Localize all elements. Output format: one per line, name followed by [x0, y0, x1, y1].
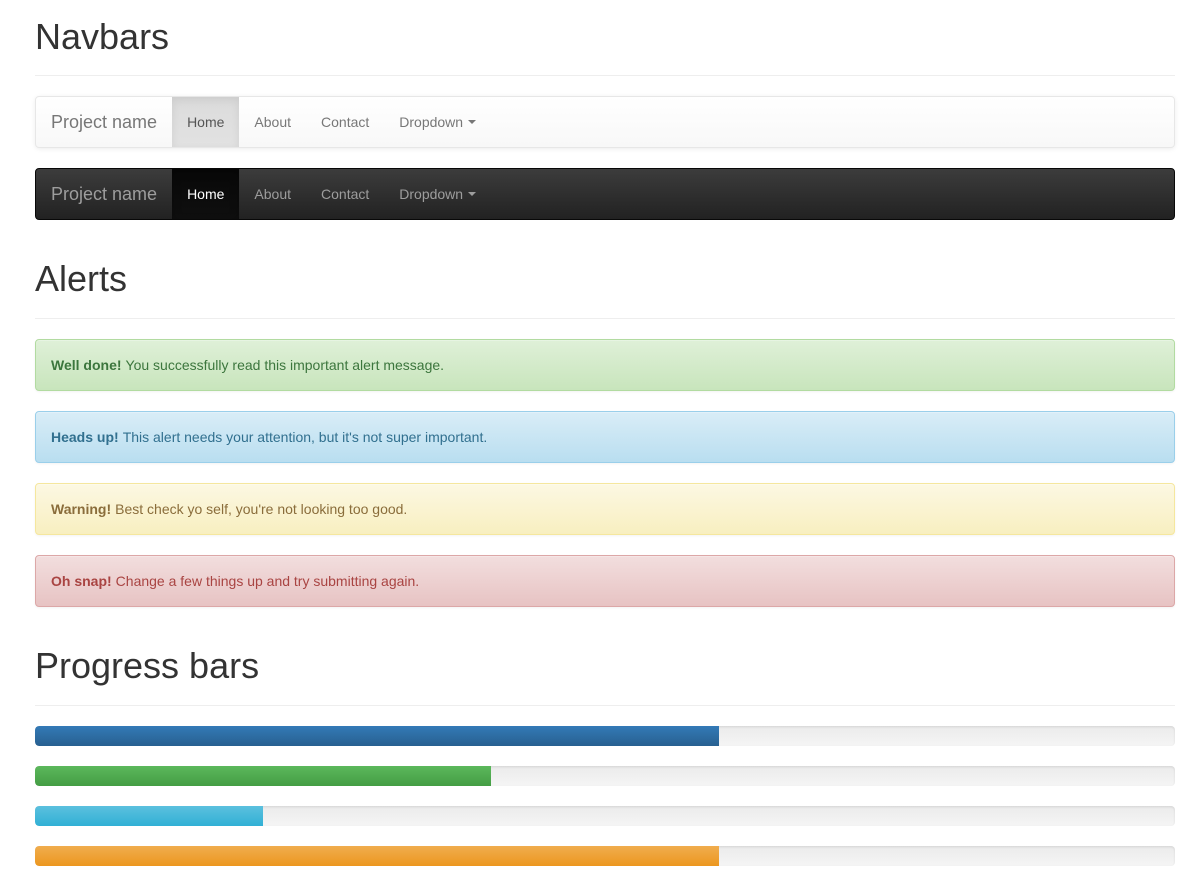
progress-bar-success [35, 766, 491, 786]
nav-label: Dropdown [399, 186, 464, 202]
nav-label: Dropdown [399, 114, 464, 130]
alert-warning: Warning! Best check yo self, you're not … [35, 483, 1175, 535]
alert-danger: Oh snap! Change a few things up and try … [35, 555, 1175, 607]
nav-label: Home [187, 114, 225, 130]
navbar-default: Project name Home About Contact Dropdown [35, 96, 1175, 148]
progress-track-primary [35, 726, 1175, 746]
navbar-inverse-item-about[interactable]: About [239, 169, 306, 219]
progress-bar-primary [35, 726, 719, 746]
alert-text: You successfully read this important ale… [125, 357, 445, 373]
nav-label: Contact [321, 114, 370, 130]
alert-text: Change a few things up and try submittin… [115, 573, 420, 589]
navbar-inverse-item-contact[interactable]: Contact [306, 169, 384, 219]
progress-header: Progress bars [35, 646, 1175, 706]
navbar-default-item-about[interactable]: About [239, 97, 306, 147]
nav-label: Home [187, 186, 225, 202]
navbar-inverse-item-home[interactable]: Home [172, 169, 240, 219]
alert-strong: Warning! [51, 501, 112, 517]
alert-text: Best check yo self, you're not looking t… [115, 501, 408, 517]
progress-bar-info [35, 806, 263, 826]
nav-label: About [254, 114, 292, 130]
progress-track-success [35, 766, 1175, 786]
progress-title: Progress bars [35, 645, 260, 686]
caret-down-icon [468, 192, 477, 196]
progress-track-warning [35, 846, 1175, 866]
alert-success: Well done! You successfully read this im… [35, 339, 1175, 391]
caret-down-icon [468, 120, 477, 124]
navbar-default-item-home[interactable]: Home [172, 97, 240, 147]
navbar-inverse-item-dropdown[interactable]: Dropdown [384, 169, 491, 219]
navbars-header: Navbars [35, 17, 1175, 76]
alerts-title: Alerts [35, 258, 128, 299]
navbar-default-item-dropdown[interactable]: Dropdown [384, 97, 491, 147]
navbar-default-brand[interactable]: Project name [51, 111, 158, 132]
navbar-inverse: Project name Home About Contact Dropdown [35, 168, 1175, 220]
nav-label: Contact [321, 186, 370, 202]
alert-info: Heads up! This alert needs your attentio… [35, 411, 1175, 463]
progress-bar-warning [35, 846, 719, 866]
alert-strong: Well done! [51, 357, 122, 373]
alerts-header: Alerts [35, 259, 1175, 319]
navbar-default-item-contact[interactable]: Contact [306, 97, 384, 147]
navbar-inverse-brand[interactable]: Project name [51, 183, 158, 204]
progress-track-info [35, 806, 1175, 826]
navbars-title: Navbars [35, 16, 170, 57]
alert-strong: Oh snap! [51, 573, 112, 589]
alert-text: This alert needs your attention, but it'… [122, 429, 488, 445]
alert-strong: Heads up! [51, 429, 119, 445]
nav-label: About [254, 186, 292, 202]
